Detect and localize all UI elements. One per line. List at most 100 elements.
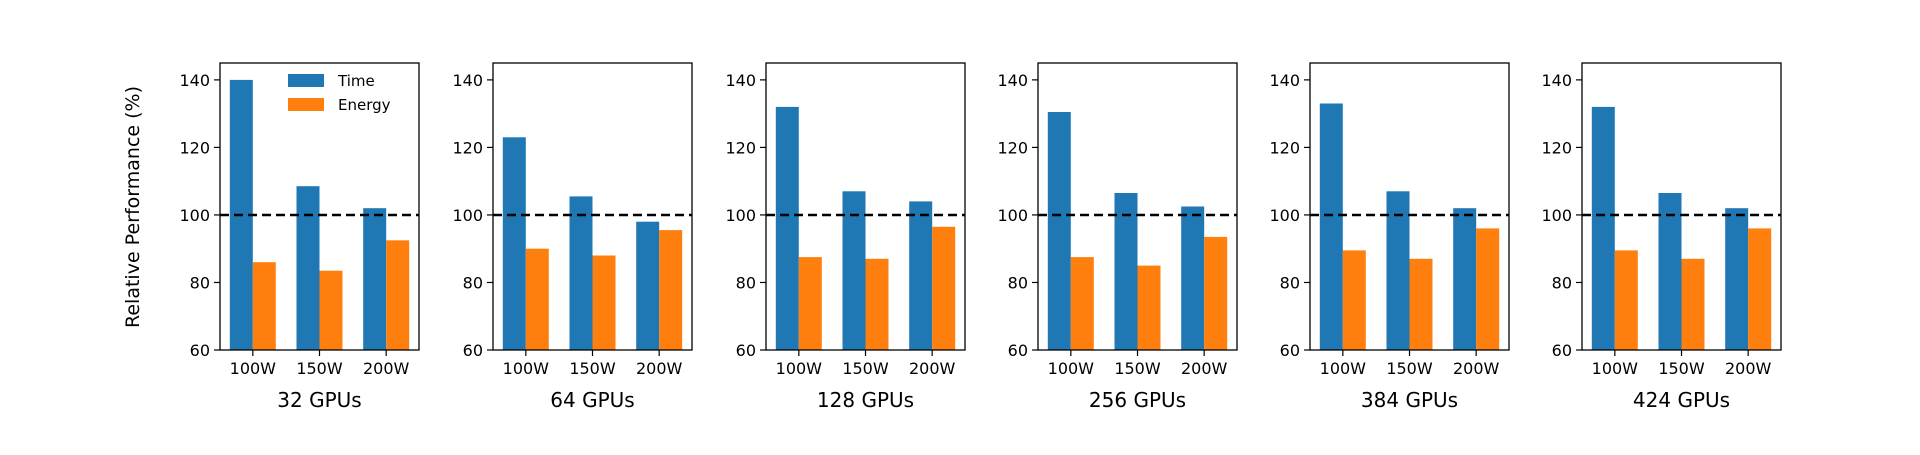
energy-bar bbox=[659, 230, 683, 350]
time-bar bbox=[636, 221, 660, 350]
legend-label: Energy bbox=[338, 96, 391, 114]
energy-bar bbox=[932, 226, 956, 350]
chart-panel: 60 80 100 120 140 100W 150W 200W 256 GPUs bbox=[997, 62, 1238, 412]
x-tick-label: 200W bbox=[636, 359, 683, 378]
energy-bar bbox=[592, 255, 616, 350]
x-axis-label: 32 GPUs bbox=[277, 388, 361, 412]
x-tick-label: 150W bbox=[842, 359, 889, 378]
y-tick-label: 100 bbox=[452, 206, 483, 225]
energy-bar bbox=[1614, 250, 1638, 350]
x-tick-label: 100W bbox=[776, 359, 823, 378]
y-tick-label: 60 bbox=[736, 341, 756, 360]
x-tick-label: 200W bbox=[909, 359, 956, 378]
chart-panel: 60 80 100 120 140 100W 150W 200W 128 GPUs bbox=[725, 62, 966, 412]
y-tick-label: 80 bbox=[190, 273, 210, 292]
time-bar bbox=[296, 186, 320, 350]
x-tick-label: 100W bbox=[1592, 359, 1639, 378]
time-bar bbox=[569, 196, 593, 350]
time-legend-swatch bbox=[288, 74, 324, 87]
energy-bar bbox=[386, 240, 410, 350]
y-tick-label: 60 bbox=[190, 341, 210, 360]
x-tick-label: 100W bbox=[1320, 359, 1367, 378]
y-tick-label: 120 bbox=[179, 138, 210, 157]
y-tick-label: 120 bbox=[1269, 138, 1300, 157]
legend-label: Time bbox=[337, 72, 375, 90]
y-tick-label: 120 bbox=[997, 138, 1028, 157]
time-bar bbox=[909, 201, 933, 350]
x-tick-label: 200W bbox=[1725, 359, 1772, 378]
y-tick-label: 80 bbox=[1552, 273, 1572, 292]
y-tick-label: 100 bbox=[725, 206, 756, 225]
y-tick-label: 140 bbox=[1541, 71, 1572, 90]
x-tick-label: 150W bbox=[569, 359, 616, 378]
y-tick-label: 140 bbox=[452, 71, 483, 90]
time-bar bbox=[775, 106, 799, 351]
x-tick-label: 100W bbox=[230, 359, 277, 378]
time-bar bbox=[1386, 191, 1410, 350]
x-tick-label: 150W bbox=[296, 359, 343, 378]
energy-bar bbox=[1342, 250, 1366, 350]
x-axis-label: 424 GPUs bbox=[1633, 388, 1730, 412]
energy-bar bbox=[1137, 265, 1161, 350]
time-bar bbox=[1725, 208, 1749, 350]
y-tick-label: 100 bbox=[179, 206, 210, 225]
y-tick-label: 140 bbox=[179, 71, 210, 90]
y-tick-label: 120 bbox=[452, 138, 483, 157]
y-tick-label: 120 bbox=[725, 138, 756, 157]
x-axis-label: 128 GPUs bbox=[817, 388, 914, 412]
y-tick-label: 80 bbox=[1008, 273, 1028, 292]
time-bar bbox=[363, 208, 387, 350]
y-tick-label: 80 bbox=[463, 273, 483, 292]
x-tick-label: 150W bbox=[1386, 359, 1433, 378]
y-tick-label: 140 bbox=[725, 71, 756, 90]
energy-bar bbox=[252, 262, 276, 350]
energy-bar bbox=[1748, 228, 1772, 350]
chart-panel: 60 80 100 120 140 100W 150W 200W 424 GPUs bbox=[1541, 62, 1782, 412]
y-tick-label: 100 bbox=[997, 206, 1028, 225]
energy-bar bbox=[525, 248, 549, 350]
time-bar bbox=[1453, 208, 1477, 350]
y-tick-label: 100 bbox=[1541, 206, 1572, 225]
x-tick-label: 200W bbox=[1181, 359, 1228, 378]
y-tick-label: 80 bbox=[736, 273, 756, 292]
x-tick-label: 150W bbox=[1658, 359, 1705, 378]
y-axis-label: Relative Performance (%) bbox=[122, 86, 144, 328]
time-bar bbox=[1047, 112, 1071, 350]
y-tick-label: 120 bbox=[1541, 138, 1572, 157]
x-axis-label: 256 GPUs bbox=[1089, 388, 1186, 412]
chart-panel: 60 80 100 120 140 100W 150W 200W 384 GPUs bbox=[1269, 62, 1510, 412]
energy-bar bbox=[319, 270, 343, 350]
energy-bar bbox=[865, 258, 889, 350]
energy-bar bbox=[798, 257, 822, 350]
y-tick-label: 60 bbox=[1280, 341, 1300, 360]
time-bar bbox=[1181, 206, 1205, 350]
energy-bar bbox=[1681, 258, 1705, 350]
x-tick-label: 150W bbox=[1114, 359, 1161, 378]
y-tick-label: 140 bbox=[997, 71, 1028, 90]
x-axis-label: 384 GPUs bbox=[1361, 388, 1458, 412]
energy-bar bbox=[1070, 257, 1094, 350]
x-tick-label: 200W bbox=[1453, 359, 1500, 378]
y-tick-label: 80 bbox=[1280, 273, 1300, 292]
legend: Time Energy bbox=[288, 72, 391, 114]
x-tick-label: 200W bbox=[363, 359, 410, 378]
y-tick-label: 140 bbox=[1269, 71, 1300, 90]
y-tick-label: 100 bbox=[1269, 206, 1300, 225]
x-tick-label: 100W bbox=[503, 359, 550, 378]
energy-bar bbox=[1409, 258, 1433, 350]
y-tick-label: 60 bbox=[463, 341, 483, 360]
x-axis-label: 64 GPUs bbox=[550, 388, 634, 412]
time-bar bbox=[1114, 193, 1138, 350]
energy-bar bbox=[1204, 236, 1228, 350]
x-tick-label: 100W bbox=[1048, 359, 1095, 378]
time-bar bbox=[502, 137, 526, 350]
time-bar bbox=[842, 191, 866, 350]
energy-bar bbox=[1476, 228, 1500, 350]
y-tick-label: 60 bbox=[1552, 341, 1572, 360]
time-bar bbox=[1319, 103, 1343, 350]
time-bar bbox=[1658, 193, 1682, 350]
